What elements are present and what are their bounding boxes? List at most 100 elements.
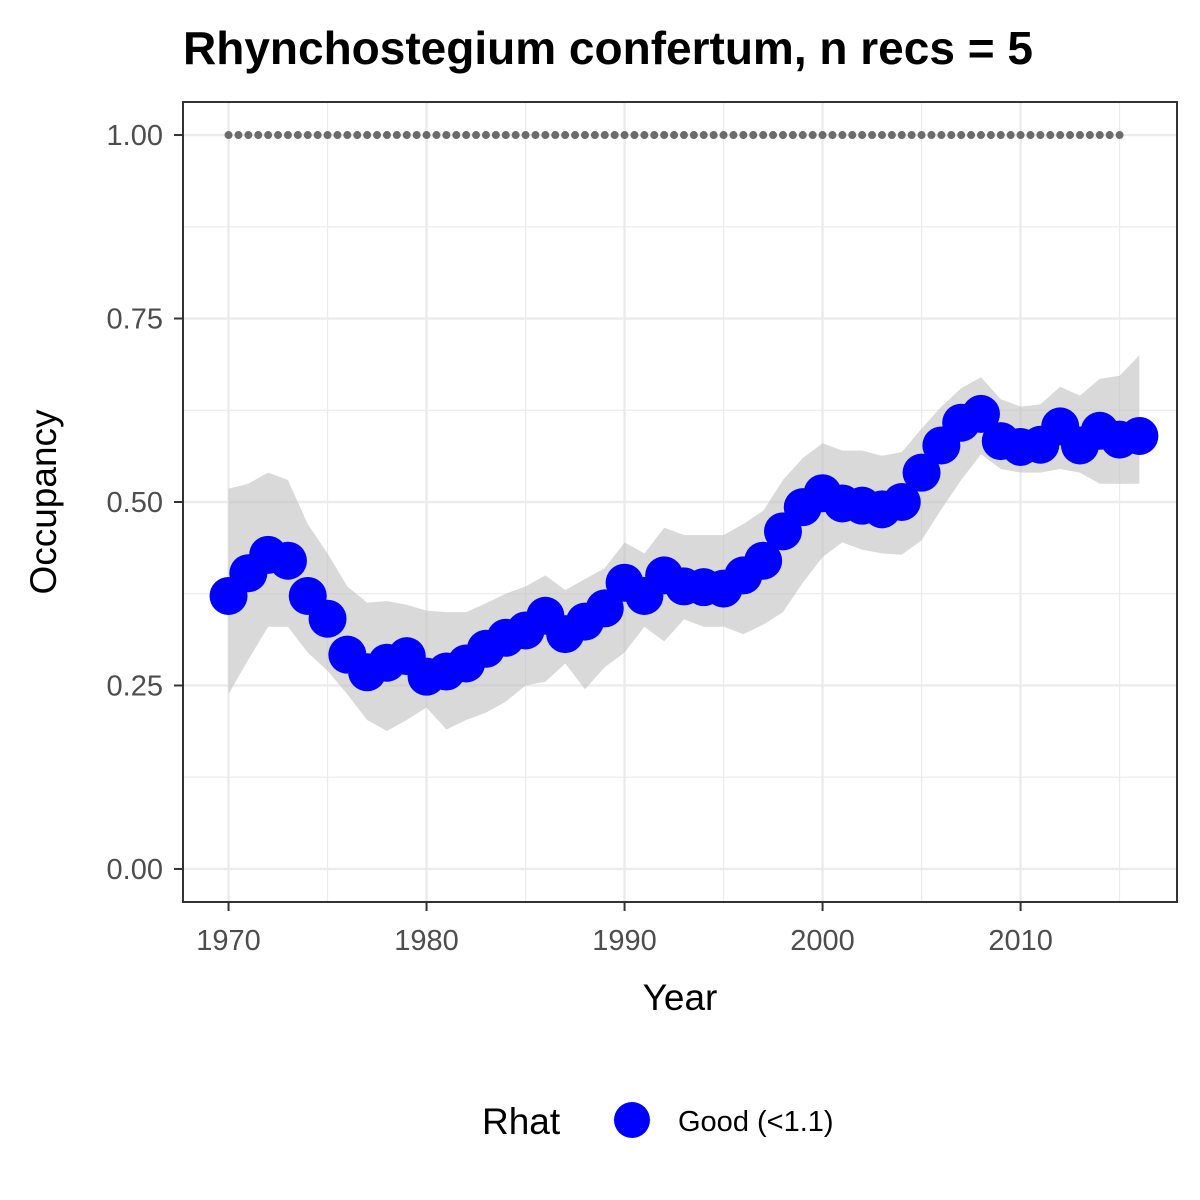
reference-dot <box>264 131 273 140</box>
reference-dot <box>1105 131 1114 140</box>
reference-dot <box>976 131 985 140</box>
reference-dot <box>630 131 639 140</box>
reference-dot <box>590 131 599 140</box>
reference-dot <box>788 131 797 140</box>
reference-dot <box>967 131 976 140</box>
reference-dot <box>759 131 768 140</box>
reference-dot <box>1016 131 1025 140</box>
reference-dot <box>778 131 787 140</box>
reference-dot <box>1115 131 1124 140</box>
x-tick-label: 2010 <box>988 925 1053 957</box>
occupancy-point <box>902 453 941 492</box>
reference-dot <box>363 131 372 140</box>
reference-dot <box>1036 131 1045 140</box>
reference-dot <box>1085 131 1094 140</box>
reference-dot <box>224 131 233 140</box>
occupancy-point <box>268 541 307 580</box>
reference-dot <box>422 131 431 140</box>
reference-dot <box>481 131 490 140</box>
reference-dot <box>947 131 956 140</box>
y-tick-label: 0.25 <box>107 670 163 702</box>
y-tick-label: 0.75 <box>107 304 163 336</box>
y-tick-label: 0.50 <box>107 487 163 519</box>
legend-label-good: Good (<1.1) <box>678 1106 834 1138</box>
reference-dot <box>620 131 629 140</box>
reference-dot <box>551 131 560 140</box>
reference-dot <box>848 131 857 140</box>
reference-dot <box>917 131 926 140</box>
reference-dot <box>323 131 332 140</box>
y-tick-label: 1.00 <box>107 120 163 152</box>
reference-dot <box>442 131 451 140</box>
reference-dot <box>452 131 461 140</box>
reference-dot <box>1006 131 1015 140</box>
reference-dot <box>580 131 589 140</box>
occupancy-point <box>1120 416 1159 455</box>
reference-dot <box>610 131 619 140</box>
reference-dot <box>501 131 510 140</box>
reference-dot <box>927 131 936 140</box>
reference-dot <box>808 131 817 140</box>
reference-dot <box>1066 131 1075 140</box>
reference-dot <box>660 131 669 140</box>
reference-dot <box>868 131 877 140</box>
reference-dot <box>937 131 946 140</box>
reference-dot <box>1026 131 1035 140</box>
reference-dot <box>521 131 530 140</box>
reference-dot <box>640 131 649 140</box>
reference-dot <box>838 131 847 140</box>
reference-dot <box>1095 131 1104 140</box>
reference-dot <box>709 131 718 140</box>
reference-dot <box>828 131 837 140</box>
occupancy-point <box>744 541 783 580</box>
reference-dot <box>729 131 738 140</box>
confidence-ribbon <box>228 355 1140 731</box>
reference-dot <box>996 131 1005 140</box>
reference-dot <box>897 131 906 140</box>
reference-dot <box>333 131 342 140</box>
legend: Rhat Good (<1.1) <box>482 1101 834 1142</box>
reference-dot <box>600 131 609 140</box>
reference-dot <box>719 131 728 140</box>
reference-dot <box>274 131 283 140</box>
reference-dot <box>1046 131 1055 140</box>
reference-dot <box>877 131 886 140</box>
reference-dot <box>769 131 778 140</box>
confidence-ribbon-layer <box>228 355 1140 731</box>
reference-dot <box>402 131 411 140</box>
occupancy-point <box>961 394 1000 433</box>
reference-dot <box>412 131 421 140</box>
occupancy-point <box>882 483 921 521</box>
reference-dot <box>858 131 867 140</box>
reference-dot <box>343 131 352 140</box>
reference-dot <box>907 131 916 140</box>
x-tick-label: 1970 <box>196 925 261 957</box>
reference-dot <box>313 131 322 140</box>
reference-dot <box>462 131 471 140</box>
reference-dot <box>887 131 896 140</box>
x-axis-title: Year <box>643 977 718 1018</box>
reference-dot <box>699 131 708 140</box>
reference-dot <box>561 131 570 140</box>
reference-dot <box>957 131 966 140</box>
chart-title: Rhynchostegium confertum, n recs = 5 <box>183 22 1033 74</box>
reference-dot <box>689 131 698 140</box>
axis-ticks: 1970 1980 1990 2000 2010 0.00 0.25 0.50 0.75 1.00 <box>107 120 1053 957</box>
reference-dot <box>571 131 580 140</box>
occupancy-points-layer <box>209 394 1159 696</box>
reference-dot <box>511 131 520 140</box>
occupancy-point <box>585 589 624 628</box>
reference-dot <box>353 131 362 140</box>
reference-dot <box>491 131 500 140</box>
reference-dot <box>531 131 540 140</box>
x-tick-label: 1980 <box>394 925 459 957</box>
reference-dot <box>234 131 243 140</box>
reference-dot <box>818 131 827 140</box>
reference-dot <box>382 131 391 140</box>
legend-key-good <box>614 1102 650 1138</box>
reference-dot <box>986 131 995 140</box>
reference-dot <box>373 131 382 140</box>
reference-dot <box>798 131 807 140</box>
reference-dot <box>254 131 263 140</box>
